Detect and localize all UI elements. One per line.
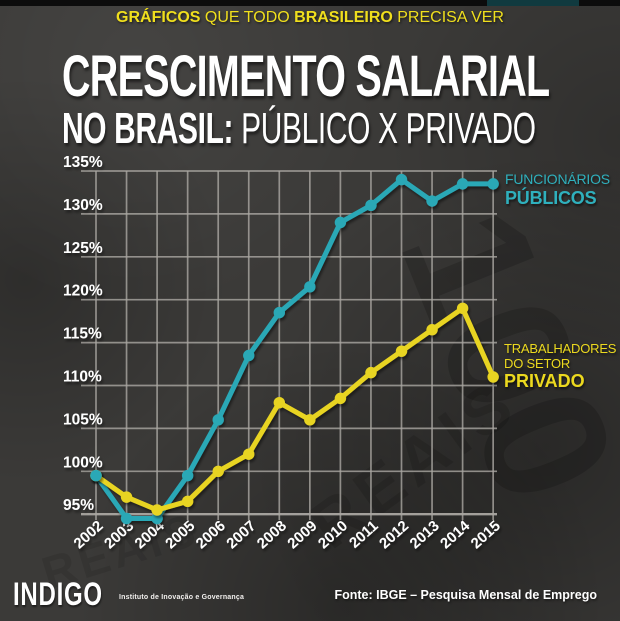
kicker-bold-1: GRÁFICOS	[116, 9, 201, 26]
series-publico-start-dot	[90, 469, 102, 482]
data-point-publico-2010	[334, 216, 347, 229]
data-point-privado-2005	[181, 495, 194, 508]
data-point-publico-2004	[151, 512, 163, 525]
x-tick-label-2003: 2003	[101, 517, 137, 552]
series-privado	[90, 302, 499, 516]
legend-public-sector: FUNCIONÁRIOS PÚBLICOS	[505, 171, 610, 208]
x-tick-label-2006: 2006	[193, 517, 229, 552]
data-point-privado-2006	[212, 465, 224, 477]
x-tick-label-2002: 2002	[70, 517, 106, 552]
legend-private-line-3: PRIVADO	[504, 371, 585, 392]
y-tick-label-120: 120%	[63, 283, 103, 300]
indigo-logo: INDIGO	[13, 576, 103, 612]
x-tick-label-2009: 2009	[284, 517, 320, 552]
data-point-publico-2014	[456, 178, 469, 190]
title-line-2-rest: PÚBLICO X PRIVADO	[233, 104, 536, 153]
kicker-regular-2: PRECISA VER	[392, 9, 504, 26]
data-point-publico-2011	[365, 199, 377, 212]
series-line-publico	[93, 177, 496, 521]
data-point-privado-2013	[426, 324, 438, 336]
data-point-privado-2008	[273, 396, 285, 409]
data-point-privado-2012	[395, 345, 408, 357]
title-line-2-bold: NO BRASIL:	[62, 104, 234, 153]
data-source: Fonte: IBGE – Pesquisa Mensal de Emprego	[334, 588, 597, 602]
legend-private-line-1: TRABALHADORES	[504, 341, 617, 356]
data-point-publico-2003	[120, 512, 133, 525]
x-tick-label-2005: 2005	[162, 517, 198, 552]
data-point-publico-2008	[273, 306, 285, 319]
legend-public-line-1: FUNCIONÁRIOS	[505, 171, 610, 187]
data-point-privado-2014	[456, 302, 469, 314]
top-bar	[0, 0, 620, 6]
y-tick-label-115: 115%	[63, 326, 102, 343]
data-point-privado-2010	[334, 392, 347, 405]
x-tick-label-2015: 2015	[468, 517, 504, 552]
x-tick-label-2011: 2011	[346, 517, 382, 551]
y-tick-label-130: 130%	[63, 197, 103, 214]
data-point-publico-2005	[181, 469, 194, 482]
x-tick-label-2014: 2014	[437, 517, 474, 552]
y-tick-label-100: 100%	[63, 454, 103, 471]
x-tick-label-2010: 2010	[315, 517, 351, 552]
data-point-privado-2004	[151, 504, 163, 516]
data-point-publico-2013	[426, 195, 438, 207]
data-point-publico-2009	[304, 281, 316, 293]
data-point-publico-2002-top	[90, 469, 102, 482]
y-tick-label-125: 125%	[63, 240, 103, 257]
data-point-privado-2015	[487, 371, 499, 383]
legend-private-line-2: DO SETOR	[504, 355, 571, 371]
title-line-2: NO BRASIL: PÚBLICO X PRIVADO	[62, 106, 620, 152]
legend-public-line-2: PÚBLICOS	[505, 187, 597, 208]
page-title: CRESCIMENTO SALARIAL NO BRASIL: PÚBLICO …	[62, 44, 620, 152]
x-tick-label-2007: 2007	[223, 517, 259, 552]
legend-private-sector: TRABALHADORES DO SETOR PRIVADO	[504, 341, 617, 392]
data-point-privado-2007	[243, 448, 255, 460]
series-line-privado	[93, 305, 496, 513]
x-tick-label-2004: 2004	[132, 517, 169, 552]
institute-name: Instituto de Inovação e Governança	[119, 594, 245, 601]
kicker: GRÁFICOS QUE TODO BRASILEIRO PRECISA VER	[0, 9, 620, 27]
data-point-publico-2012	[395, 173, 408, 186]
data-point-publico-2007	[243, 349, 255, 362]
chart-grid	[81, 170, 497, 520]
footer: INDIGO Instituto de Inovação e Governanç…	[0, 568, 620, 621]
data-point-privado-2009	[304, 414, 316, 426]
data-point-privado-2003	[120, 491, 133, 503]
x-tick-label-2012: 2012	[376, 517, 412, 552]
x-tick-label-2008: 2008	[254, 517, 290, 552]
y-tick-label-105: 105%	[63, 411, 103, 428]
data-point-publico-2006	[212, 414, 224, 426]
y-tick-label-135: 135%	[63, 154, 103, 171]
x-tick-label-2013: 2013	[407, 517, 443, 552]
data-point-privado-2011	[365, 366, 377, 379]
y-tick-label-95: 95%	[63, 497, 94, 514]
kicker-bold-2: BRASILEIRO	[294, 9, 393, 26]
y-tick-label-110: 110%	[63, 369, 102, 386]
top-bar-teal-patch	[487, 0, 579, 6]
title-line-1: CRESCIMENTO SALARIAL	[62, 44, 550, 109]
data-point-publico-2015	[487, 178, 499, 190]
kicker-regular-1: QUE TODO	[200, 9, 295, 26]
